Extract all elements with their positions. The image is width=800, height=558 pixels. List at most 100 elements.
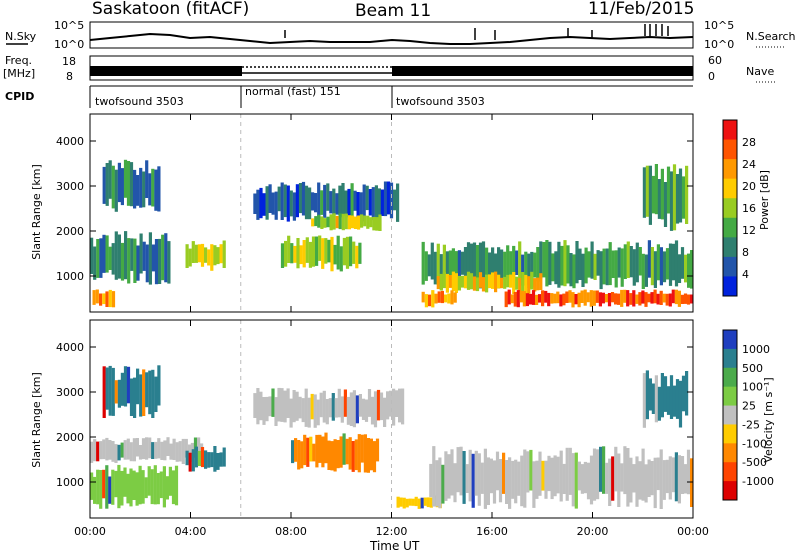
power-data-cell — [142, 241, 146, 271]
power-data-cell — [299, 245, 303, 265]
power-data-cell — [475, 277, 480, 292]
power-data-cell — [290, 243, 294, 264]
velocity-data-cell — [145, 437, 149, 460]
velocity-data-cell — [174, 465, 179, 506]
power-data-cell — [521, 254, 525, 286]
power-data-cell — [506, 274, 510, 288]
velocity-data-cell — [262, 397, 266, 425]
velocity-data-cell — [169, 443, 173, 460]
power-data-cell — [574, 294, 578, 305]
velocity-data-cell — [653, 457, 657, 509]
velocity-data-cell — [319, 392, 323, 418]
velocity-data-cell — [310, 393, 314, 420]
power-plot-area — [90, 114, 694, 312]
power-data-cell — [507, 289, 511, 305]
velocity-data-cell — [559, 450, 563, 502]
power-data-cell — [687, 253, 691, 288]
velocity-data-cell — [477, 453, 481, 506]
velocity-data-cell — [160, 441, 164, 460]
power-data-cell — [421, 291, 425, 303]
power-data-cell — [500, 277, 504, 289]
power-data-cell — [677, 254, 682, 283]
velocity-data-cell — [370, 396, 375, 425]
power-data-cell — [105, 291, 109, 307]
velocity-data-cell — [102, 439, 106, 460]
power-data-cell — [638, 292, 642, 306]
power-data-cell — [439, 254, 443, 290]
velocity-colorbar-tick: -100 — [742, 437, 767, 450]
power-data-cell — [648, 165, 652, 225]
velocity-data-cell — [325, 399, 329, 425]
power-data-cell — [124, 231, 128, 280]
power-data-cell — [684, 254, 688, 283]
power-data-cell — [222, 240, 226, 268]
power-colorbar-swatch — [723, 178, 737, 199]
velocity-data-cell — [213, 446, 217, 472]
power-data-cell — [448, 250, 452, 282]
power-colorbar-swatch — [723, 276, 737, 297]
power-data-cell — [434, 293, 438, 304]
velocity-data-cell — [280, 388, 284, 422]
power-data-cell — [538, 294, 542, 303]
velocity-data-cell — [147, 466, 151, 496]
power-data-cell — [647, 240, 651, 278]
power-data-cell — [497, 247, 501, 289]
velocity-ylabel: Slant Range [km] — [30, 372, 43, 468]
power-data-cell — [329, 191, 333, 214]
power-data-cell — [200, 243, 205, 267]
power-data-cell — [311, 218, 315, 227]
velocity-data-cell — [592, 448, 597, 501]
y-tick-label: 1000 — [56, 270, 84, 283]
power-data-cell — [136, 245, 140, 281]
power-colorbar-label: Power [dB] — [758, 170, 771, 230]
power-data-cell — [656, 293, 660, 305]
power-data-cell — [460, 275, 464, 288]
power-data-cell — [524, 274, 528, 294]
power-colorbar-swatch — [723, 256, 737, 277]
velocity-data-cell — [665, 459, 669, 494]
nave-tick-bottom: 0 — [708, 70, 715, 83]
velocity-data-cell — [324, 432, 328, 464]
power-data-cell — [326, 216, 330, 228]
power-data-cell — [485, 247, 489, 289]
velocity-data-cell — [375, 438, 380, 462]
power-data-cell — [531, 290, 536, 305]
velocity-data-cell — [197, 450, 201, 466]
power-data-cell — [454, 251, 458, 278]
velocity-data-cell — [96, 441, 100, 462]
power-data-cell — [635, 294, 639, 304]
power-data-cell — [292, 192, 296, 221]
power-data-cell — [512, 272, 516, 294]
power-data-cell — [320, 216, 324, 229]
power-data-cell — [580, 290, 584, 303]
time-axis-label: Time UT — [369, 539, 420, 553]
velocity-data-cell — [626, 448, 630, 507]
power-data-cell — [315, 236, 319, 266]
velocity-data-cell — [312, 443, 316, 462]
power-data-cell — [472, 242, 477, 286]
power-data-cell — [344, 213, 348, 230]
velocity-data-cell — [159, 471, 163, 499]
power-data-cell — [375, 217, 379, 231]
power-colorbar-swatch — [723, 159, 737, 180]
velocity-data-cell — [345, 438, 349, 465]
velocity-colorbar-tick: 25 — [742, 400, 756, 413]
power-data-cell — [562, 293, 566, 306]
power-data-cell — [363, 215, 367, 227]
power-data-cell — [569, 253, 573, 287]
power-data-cell — [271, 192, 275, 215]
velocity-data-cell — [117, 444, 121, 461]
velocity-data-cell — [502, 452, 506, 494]
power-data-cell — [117, 162, 121, 203]
power-data-cell — [533, 252, 537, 278]
velocity-colorbar-tick: 100 — [742, 381, 763, 394]
power-data-cell — [256, 189, 260, 220]
velocity-data-cell — [408, 498, 412, 506]
velocity-data-cell — [301, 398, 305, 423]
velocity-data-cell — [369, 438, 373, 471]
power-data-cell — [674, 240, 679, 287]
x-tick-label: 00:00 — [74, 525, 106, 538]
velocity-data-cell — [462, 451, 466, 504]
power-data-cell — [154, 169, 158, 211]
velocity-data-cell — [120, 442, 124, 458]
